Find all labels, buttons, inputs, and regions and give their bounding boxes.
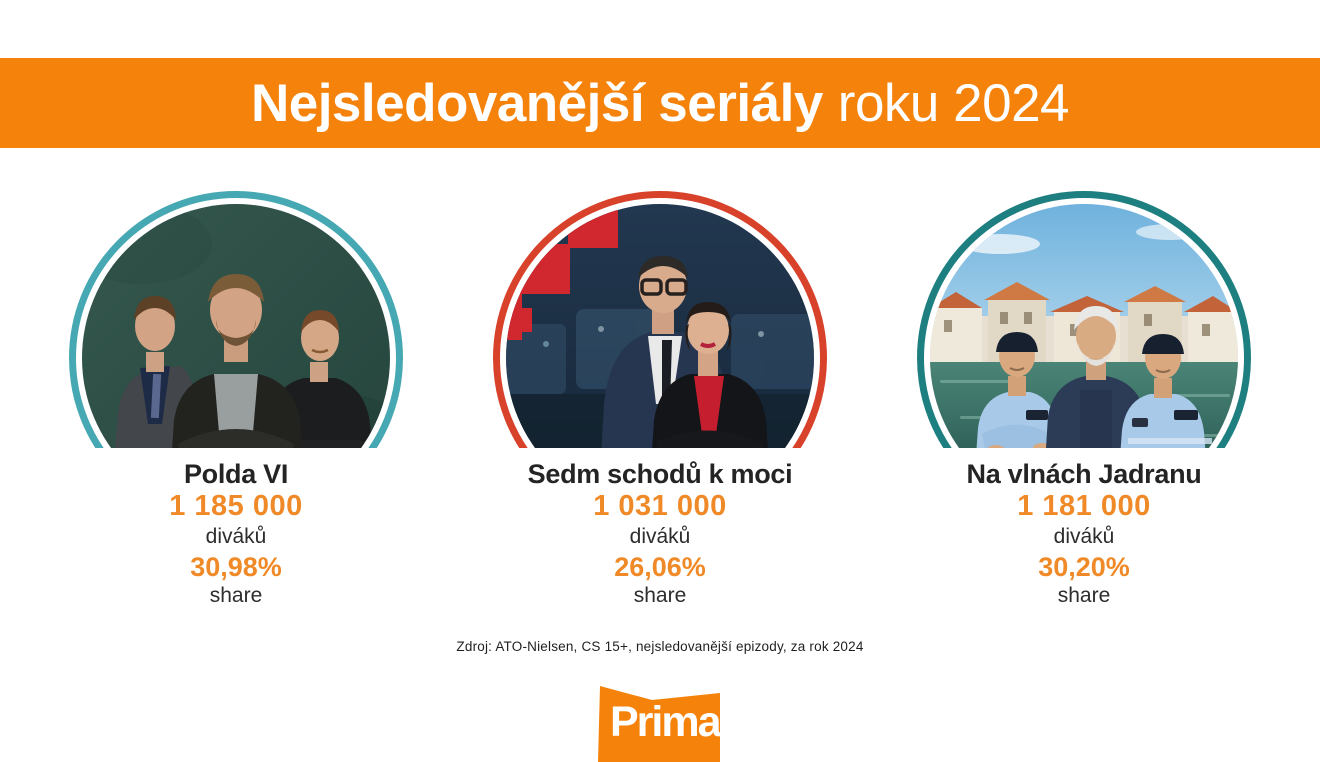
viewers-count: 1 031 000 xyxy=(593,490,727,522)
share-label: share xyxy=(633,584,687,607)
show-photo-frame xyxy=(69,191,403,448)
na-vlnach-jadranu-cast-photo xyxy=(930,204,1238,448)
photo-ring xyxy=(493,191,827,448)
photo-ring xyxy=(69,191,403,448)
show-photo-frame xyxy=(493,191,827,448)
share-value: 30,98% xyxy=(190,552,282,582)
show-title: Na vlnách Jadranu xyxy=(966,459,1202,489)
share-label: share xyxy=(209,584,263,607)
shows-row: Polda VI 1 185 000 diváků 30,98% share xyxy=(0,191,1320,610)
viewers-label: diváků xyxy=(629,525,691,548)
viewers-count: 1 181 000 xyxy=(1017,490,1151,522)
photo-ring xyxy=(917,191,1251,448)
sedm-schodu-k-moci-cast-photo xyxy=(506,204,814,448)
show-card-sedm-schodu: Sedm schodů k moci 1 031 000 diváků 26,0… xyxy=(493,191,827,610)
show-title: Sedm schodů k moci xyxy=(527,459,793,489)
viewers-label: diváků xyxy=(1053,525,1115,548)
figure-middle xyxy=(172,274,302,448)
show-photo-frame xyxy=(917,191,1251,448)
share-label: share xyxy=(1057,584,1111,607)
header-banner: Nejsledovanější seriály roku 2024 xyxy=(0,58,1320,148)
viewers-count: 1 185 000 xyxy=(169,490,303,522)
prima-logo-text: Prima xyxy=(610,698,720,746)
figure-woman xyxy=(652,302,768,448)
officer-right xyxy=(1120,334,1212,448)
share-value: 30,20% xyxy=(1038,552,1130,582)
source-note: Zdroj: ATO-Nielsen, CS 15+, nejsledovaně… xyxy=(456,639,864,654)
page-title-year: roku 2024 xyxy=(837,73,1070,133)
share-value: 26,06% xyxy=(614,552,706,582)
viewers-label: diváků xyxy=(205,525,267,548)
show-card-polda-vi: Polda VI 1 185 000 diváků 30,98% share xyxy=(69,191,403,610)
page-title-bold: Nejsledovanější seriály xyxy=(250,73,823,133)
prima-logo-shape xyxy=(598,686,720,762)
show-card-na-vlnach-jadranu: Na vlnách Jadranu 1 181 000 diváků 30,20… xyxy=(917,191,1251,610)
prima-logo: Prima xyxy=(598,686,720,762)
polda-vi-cast-photo xyxy=(82,204,390,448)
show-title: Polda VI xyxy=(183,459,289,489)
officer-left xyxy=(976,332,1059,448)
